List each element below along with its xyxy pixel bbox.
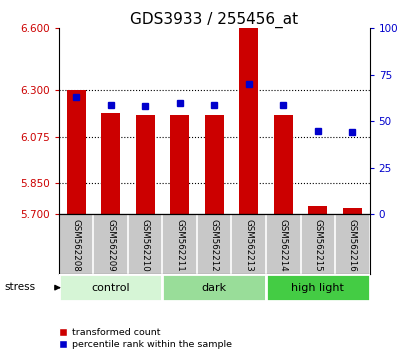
Title: GDS3933 / 255456_at: GDS3933 / 255456_at bbox=[130, 12, 298, 28]
Bar bbox=[274, 115, 293, 214]
Text: high light: high light bbox=[291, 282, 344, 293]
Text: GSM562210: GSM562210 bbox=[141, 219, 150, 272]
Text: dark: dark bbox=[202, 282, 227, 293]
Text: GSM562209: GSM562209 bbox=[106, 219, 115, 272]
Bar bbox=[101, 113, 120, 214]
Bar bbox=[170, 115, 189, 214]
Bar bbox=[205, 115, 224, 214]
Text: GSM562211: GSM562211 bbox=[175, 219, 184, 272]
Bar bbox=[163, 274, 266, 301]
Bar bbox=[266, 274, 370, 301]
Text: GSM562212: GSM562212 bbox=[210, 219, 219, 272]
Text: GSM562214: GSM562214 bbox=[279, 219, 288, 272]
Text: GSM562216: GSM562216 bbox=[348, 219, 357, 272]
Bar bbox=[343, 208, 362, 214]
Text: GSM562215: GSM562215 bbox=[313, 219, 322, 272]
Text: stress: stress bbox=[4, 282, 35, 292]
Bar bbox=[239, 28, 258, 214]
Legend: transformed count, percentile rank within the sample: transformed count, percentile rank withi… bbox=[59, 329, 231, 349]
Bar bbox=[308, 206, 327, 214]
Text: GSM562208: GSM562208 bbox=[71, 219, 81, 272]
Text: GSM562213: GSM562213 bbox=[244, 219, 253, 272]
Bar bbox=[136, 115, 155, 214]
Bar bbox=[59, 274, 163, 301]
Text: control: control bbox=[91, 282, 130, 293]
Bar bbox=[66, 90, 86, 214]
